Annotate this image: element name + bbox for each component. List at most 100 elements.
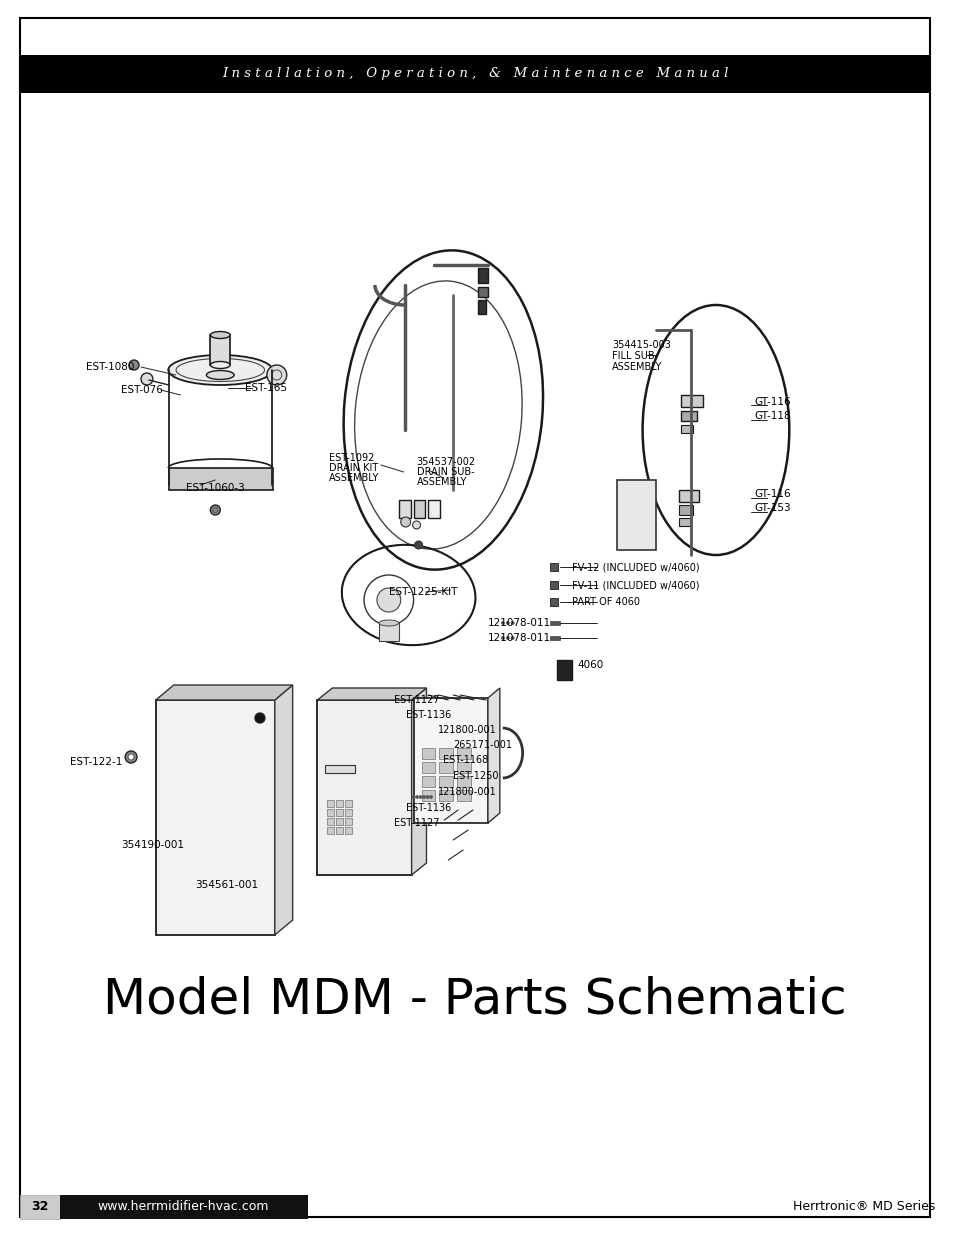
Bar — [550, 580, 558, 589]
Text: GT-116: GT-116 — [754, 489, 790, 499]
Circle shape — [376, 588, 400, 613]
Bar — [335, 827, 343, 834]
Circle shape — [125, 751, 137, 763]
Ellipse shape — [211, 362, 230, 368]
Bar — [327, 800, 334, 806]
Bar — [550, 636, 559, 640]
Text: 354190-001: 354190-001 — [121, 840, 184, 850]
Bar — [325, 764, 355, 773]
Text: PART OF 4060: PART OF 4060 — [572, 597, 639, 606]
Bar — [428, 500, 440, 517]
Circle shape — [416, 795, 418, 799]
Bar — [335, 800, 343, 806]
Circle shape — [400, 517, 410, 527]
Text: FV-11 (INCLUDED w/4060): FV-11 (INCLUDED w/4060) — [572, 580, 699, 590]
Bar — [557, 659, 572, 680]
Text: Herrtronic® MD Series: Herrtronic® MD Series — [793, 1200, 935, 1214]
Text: EST-1060-3: EST-1060-3 — [186, 483, 244, 493]
Text: EST-1136: EST-1136 — [405, 803, 451, 813]
Bar — [679, 505, 693, 515]
Text: EST-122-1: EST-122-1 — [70, 757, 122, 767]
Text: EST-076: EST-076 — [121, 385, 163, 395]
Text: EST-165: EST-165 — [245, 383, 287, 393]
Bar — [414, 698, 487, 823]
Bar — [456, 776, 471, 787]
Bar — [550, 621, 559, 625]
Circle shape — [506, 636, 509, 640]
Polygon shape — [274, 685, 293, 935]
Text: I n s t a l l a t i o n ,   O p e r a t i o n ,   &   M a i n t e n a n c e   M : I n s t a l l a t i o n , O p e r a t i … — [222, 68, 727, 80]
Polygon shape — [487, 688, 499, 823]
Text: GT-118: GT-118 — [754, 411, 790, 421]
Polygon shape — [411, 688, 426, 876]
Bar — [378, 622, 398, 641]
Bar — [477, 300, 485, 314]
Circle shape — [426, 795, 429, 799]
Text: 121078-011: 121078-011 — [487, 634, 551, 643]
Bar — [421, 748, 435, 760]
Bar — [414, 500, 425, 517]
Text: ASSEMBLY: ASSEMBLY — [416, 477, 466, 487]
Text: 121800-001: 121800-001 — [438, 787, 497, 797]
Text: 4060: 4060 — [577, 659, 603, 671]
Ellipse shape — [378, 620, 398, 626]
Circle shape — [418, 795, 421, 799]
Circle shape — [129, 359, 139, 370]
Bar — [456, 748, 471, 760]
Bar — [211, 335, 230, 366]
Circle shape — [506, 621, 509, 625]
Text: 354561-001: 354561-001 — [195, 881, 258, 890]
Bar — [617, 480, 656, 550]
Bar — [398, 500, 410, 517]
Polygon shape — [317, 688, 426, 700]
Bar — [680, 425, 693, 433]
Bar — [421, 762, 435, 773]
Text: EST-1250: EST-1250 — [453, 771, 498, 781]
Text: DRAIN KIT: DRAIN KIT — [329, 463, 378, 473]
Text: 32: 32 — [31, 1200, 49, 1214]
Bar — [345, 827, 352, 834]
Circle shape — [128, 755, 134, 760]
Circle shape — [211, 505, 220, 515]
Bar — [679, 490, 699, 501]
Bar — [345, 800, 352, 806]
Bar — [477, 268, 487, 283]
Text: 265171-001: 265171-001 — [453, 740, 512, 750]
Text: GT-153: GT-153 — [754, 503, 790, 513]
Text: www.herrmidifier-hvac.com: www.herrmidifier-hvac.com — [98, 1200, 269, 1214]
Text: EST-1092: EST-1092 — [329, 453, 375, 463]
Text: Model MDM - Parts Schematic: Model MDM - Parts Schematic — [103, 976, 846, 1024]
Circle shape — [141, 373, 152, 385]
Text: DRAIN SUB-: DRAIN SUB- — [416, 467, 474, 477]
Bar — [345, 809, 352, 816]
Text: EST-1080: EST-1080 — [87, 362, 134, 372]
Circle shape — [267, 366, 287, 385]
Text: 121078-011: 121078-011 — [487, 618, 551, 629]
Bar — [477, 287, 487, 296]
Text: FILL SUB-: FILL SUB- — [611, 351, 658, 361]
Bar — [550, 598, 558, 606]
Ellipse shape — [206, 370, 233, 379]
Circle shape — [415, 541, 422, 550]
Circle shape — [429, 795, 432, 799]
Circle shape — [511, 621, 514, 625]
Text: ASSEMBLY: ASSEMBLY — [611, 362, 661, 372]
Bar — [421, 790, 435, 802]
Bar — [456, 790, 471, 802]
Text: ASSEMBLY: ASSEMBLY — [329, 473, 379, 483]
Bar — [20, 1195, 60, 1219]
Bar — [680, 395, 702, 408]
Text: FV-12 (INCLUDED w/4060): FV-12 (INCLUDED w/4060) — [572, 562, 700, 572]
Bar — [421, 776, 435, 787]
Bar — [439, 790, 453, 802]
Text: 121800-001: 121800-001 — [438, 725, 497, 735]
Circle shape — [511, 636, 514, 640]
Bar — [60, 1195, 307, 1219]
Bar — [439, 762, 453, 773]
Bar — [456, 762, 471, 773]
Bar — [335, 809, 343, 816]
Bar — [439, 748, 453, 760]
Circle shape — [412, 795, 415, 799]
Bar — [20, 56, 929, 93]
Bar — [327, 809, 334, 816]
